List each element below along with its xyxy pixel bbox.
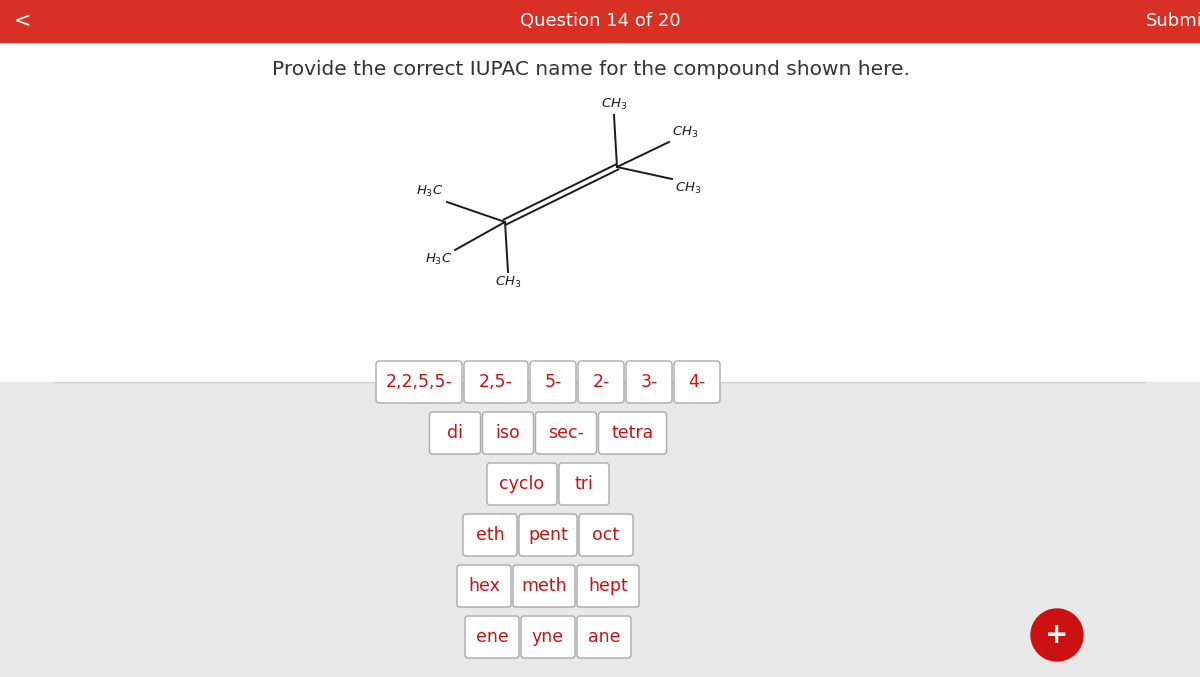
Text: tetra: tetra bbox=[611, 424, 654, 442]
Text: pent: pent bbox=[528, 526, 568, 544]
Bar bbox=[0, 0, 1200, 42]
FancyBboxPatch shape bbox=[580, 514, 634, 556]
FancyBboxPatch shape bbox=[578, 361, 624, 403]
Text: +: + bbox=[1045, 621, 1069, 649]
Text: hept: hept bbox=[588, 577, 628, 595]
Text: 4-: 4- bbox=[689, 373, 706, 391]
FancyBboxPatch shape bbox=[376, 361, 462, 403]
Text: <: < bbox=[13, 11, 31, 31]
Text: Question 14 of 20: Question 14 of 20 bbox=[520, 12, 680, 30]
Text: ene: ene bbox=[475, 628, 509, 646]
FancyBboxPatch shape bbox=[626, 361, 672, 403]
Text: Submit: Submit bbox=[1146, 12, 1200, 30]
FancyBboxPatch shape bbox=[463, 514, 517, 556]
Text: $CH_3$: $CH_3$ bbox=[494, 275, 521, 290]
Text: $H_3C$: $H_3C$ bbox=[425, 252, 452, 267]
Text: 3-: 3- bbox=[641, 373, 658, 391]
Text: di: di bbox=[446, 424, 463, 442]
FancyBboxPatch shape bbox=[457, 565, 511, 607]
FancyBboxPatch shape bbox=[577, 565, 640, 607]
Circle shape bbox=[1031, 609, 1084, 661]
Text: eth: eth bbox=[475, 526, 504, 544]
FancyBboxPatch shape bbox=[674, 361, 720, 403]
Text: hex: hex bbox=[468, 577, 500, 595]
Text: $CH_3$: $CH_3$ bbox=[674, 181, 701, 196]
FancyBboxPatch shape bbox=[577, 616, 631, 658]
Bar bbox=[0, 382, 1200, 677]
FancyBboxPatch shape bbox=[535, 412, 596, 454]
Text: $CH_3$: $CH_3$ bbox=[601, 97, 628, 112]
Text: 5-: 5- bbox=[545, 373, 562, 391]
FancyBboxPatch shape bbox=[430, 412, 480, 454]
Text: $H_3C$: $H_3C$ bbox=[415, 184, 443, 199]
Text: ane: ane bbox=[588, 628, 620, 646]
FancyBboxPatch shape bbox=[487, 463, 557, 505]
FancyBboxPatch shape bbox=[599, 412, 666, 454]
Text: 2,2,5,5-: 2,2,5,5- bbox=[385, 373, 452, 391]
Text: meth: meth bbox=[521, 577, 566, 595]
FancyBboxPatch shape bbox=[514, 565, 575, 607]
Text: sec-: sec- bbox=[548, 424, 584, 442]
Text: $CH_3$: $CH_3$ bbox=[672, 125, 698, 140]
FancyBboxPatch shape bbox=[464, 361, 528, 403]
Text: tri: tri bbox=[575, 475, 594, 493]
FancyBboxPatch shape bbox=[521, 616, 575, 658]
FancyBboxPatch shape bbox=[466, 616, 520, 658]
FancyBboxPatch shape bbox=[530, 361, 576, 403]
FancyBboxPatch shape bbox=[482, 412, 534, 454]
FancyBboxPatch shape bbox=[520, 514, 577, 556]
Text: yne: yne bbox=[532, 628, 564, 646]
Text: Provide the correct IUPAC name for the compound shown here.: Provide the correct IUPAC name for the c… bbox=[272, 60, 910, 79]
Text: 2-: 2- bbox=[593, 373, 610, 391]
FancyBboxPatch shape bbox=[559, 463, 610, 505]
Text: oct: oct bbox=[593, 526, 619, 544]
Text: iso: iso bbox=[496, 424, 521, 442]
Text: 2,5-: 2,5- bbox=[479, 373, 512, 391]
Text: cyclo: cyclo bbox=[499, 475, 545, 493]
